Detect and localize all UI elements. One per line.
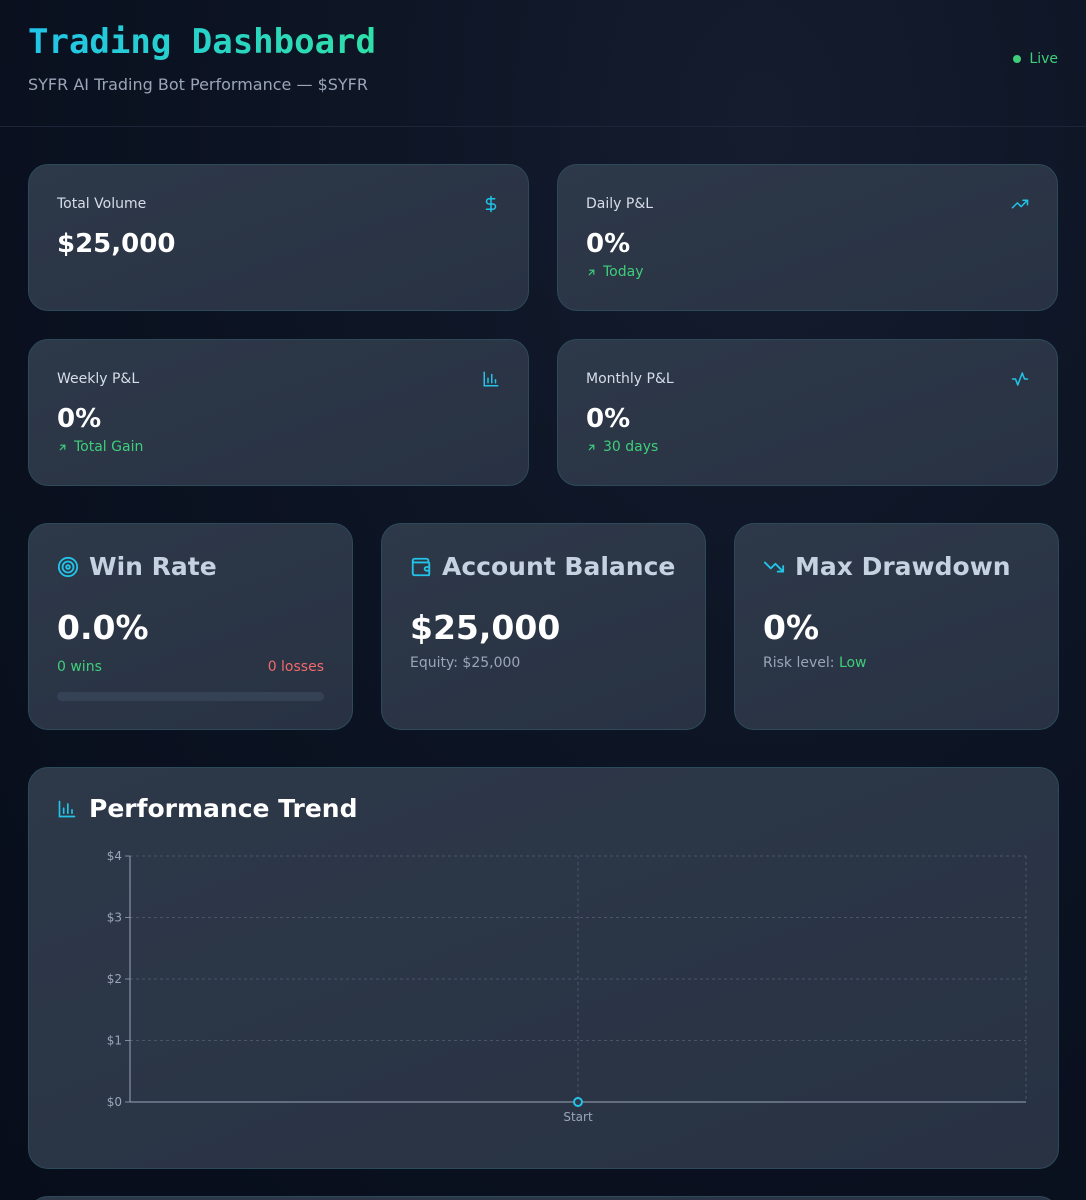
y-tick-label: $2: [107, 972, 122, 986]
weekly-pnl-label: Weekly P&L: [57, 371, 140, 387]
monthly-pnl-value: 0%: [586, 404, 631, 434]
weekly-pnl-card: Weekly P&L 0% Total Gain: [28, 339, 529, 486]
total-volume-label: Total Volume: [57, 196, 147, 212]
daily-pnl-sub: Today: [586, 264, 644, 280]
performance-trend-title: Performance Trend: [89, 794, 358, 823]
live-status: Live: [1013, 51, 1058, 67]
y-tick-label: $3: [107, 911, 122, 925]
weekly-pnl-sub-label: Total Gain: [74, 439, 144, 455]
losses-count: 0 losses: [267, 659, 324, 675]
next-card: [28, 1196, 1059, 1200]
live-dot-icon: [1013, 55, 1022, 63]
max-drawdown-label: Max Drawdown: [795, 552, 1011, 581]
arrow-up-right-icon: [59, 444, 66, 450]
arrow-up-right-icon: [588, 269, 595, 275]
page-subtitle: SYFR AI Trading Bot Performance — $SYFR: [28, 75, 368, 94]
daily-pnl-label: Daily P&L: [586, 196, 654, 212]
account-balance-card: Account Balance $25,000 Equity: $25,000: [381, 523, 706, 730]
trending-down-icon: [763, 561, 785, 572]
total-volume-card: Total Volume $25,000: [28, 164, 529, 311]
monthly-pnl-sub-label: 30 days: [603, 439, 659, 455]
account-balance-value: $25,000: [410, 608, 561, 647]
weekly-pnl-sub: Total Gain: [57, 439, 143, 455]
trending-up-icon: [1011, 199, 1029, 209]
monthly-pnl-sub: 30 days: [586, 439, 658, 455]
win-rate-label: Win Rate: [89, 552, 217, 581]
arrow-up-right-icon: [588, 444, 595, 450]
wins-count: 0 wins: [57, 659, 102, 675]
max-drawdown-card: Max Drawdown 0% Risk level: Low: [734, 523, 1059, 730]
header: Trading Dashboard SYFR AI Trading Bot Pe…: [0, 0, 1086, 127]
win-rate-value: 0.0%: [57, 608, 149, 647]
page-title: Trading Dashboard: [28, 22, 376, 62]
target-icon: [57, 556, 79, 577]
y-tick-label: $1: [107, 1034, 122, 1048]
x-tick-label: Start: [563, 1110, 593, 1124]
live-status-label: Live: [1029, 51, 1058, 67]
win-rate-card: Win Rate 0.0% 0 wins 0 losses: [28, 523, 353, 730]
performance-trend-card: Performance Trend $0 $1 $2 $3 $4 Start: [28, 767, 1059, 1169]
daily-pnl-sub-label: Today: [603, 264, 644, 280]
account-balance-label: Account Balance: [442, 552, 676, 581]
monthly-pnl-label: Monthly P&L: [586, 371, 674, 387]
weekly-pnl-value: 0%: [57, 404, 102, 434]
bar-chart-icon: [58, 800, 76, 817]
win-rate-header: Win Rate: [57, 552, 217, 581]
dollar-icon: [485, 195, 497, 213]
activity-icon: [1011, 372, 1029, 386]
risk-level: Risk level: Low: [763, 655, 867, 671]
equity-text: Equity: $25,000: [410, 655, 521, 671]
wallet-icon: [411, 557, 431, 576]
account-balance-header: Account Balance: [410, 552, 675, 581]
max-drawdown-value: 0%: [763, 608, 820, 647]
risk-level-value: Low: [838, 655, 867, 671]
bar-chart-icon: [483, 371, 499, 387]
performance-trend-header: Performance Trend: [57, 794, 357, 823]
data-point: [573, 1097, 583, 1107]
win-rate-progress-bar: [57, 692, 324, 701]
daily-pnl-value: 0%: [586, 229, 631, 259]
daily-pnl-card: Daily P&L 0% Today: [557, 164, 1058, 311]
max-drawdown-header: Max Drawdown: [763, 552, 1011, 581]
risk-level-prefix: Risk level:: [763, 655, 835, 671]
performance-chart: $0 $1 $2 $3 $4 Start: [107, 849, 1027, 1124]
y-tick-label: $4: [107, 849, 122, 863]
y-tick-label: $0: [107, 1095, 122, 1109]
total-volume-value: $25,000: [57, 229, 176, 259]
monthly-pnl-card: Monthly P&L 0% 30 days: [557, 339, 1058, 486]
